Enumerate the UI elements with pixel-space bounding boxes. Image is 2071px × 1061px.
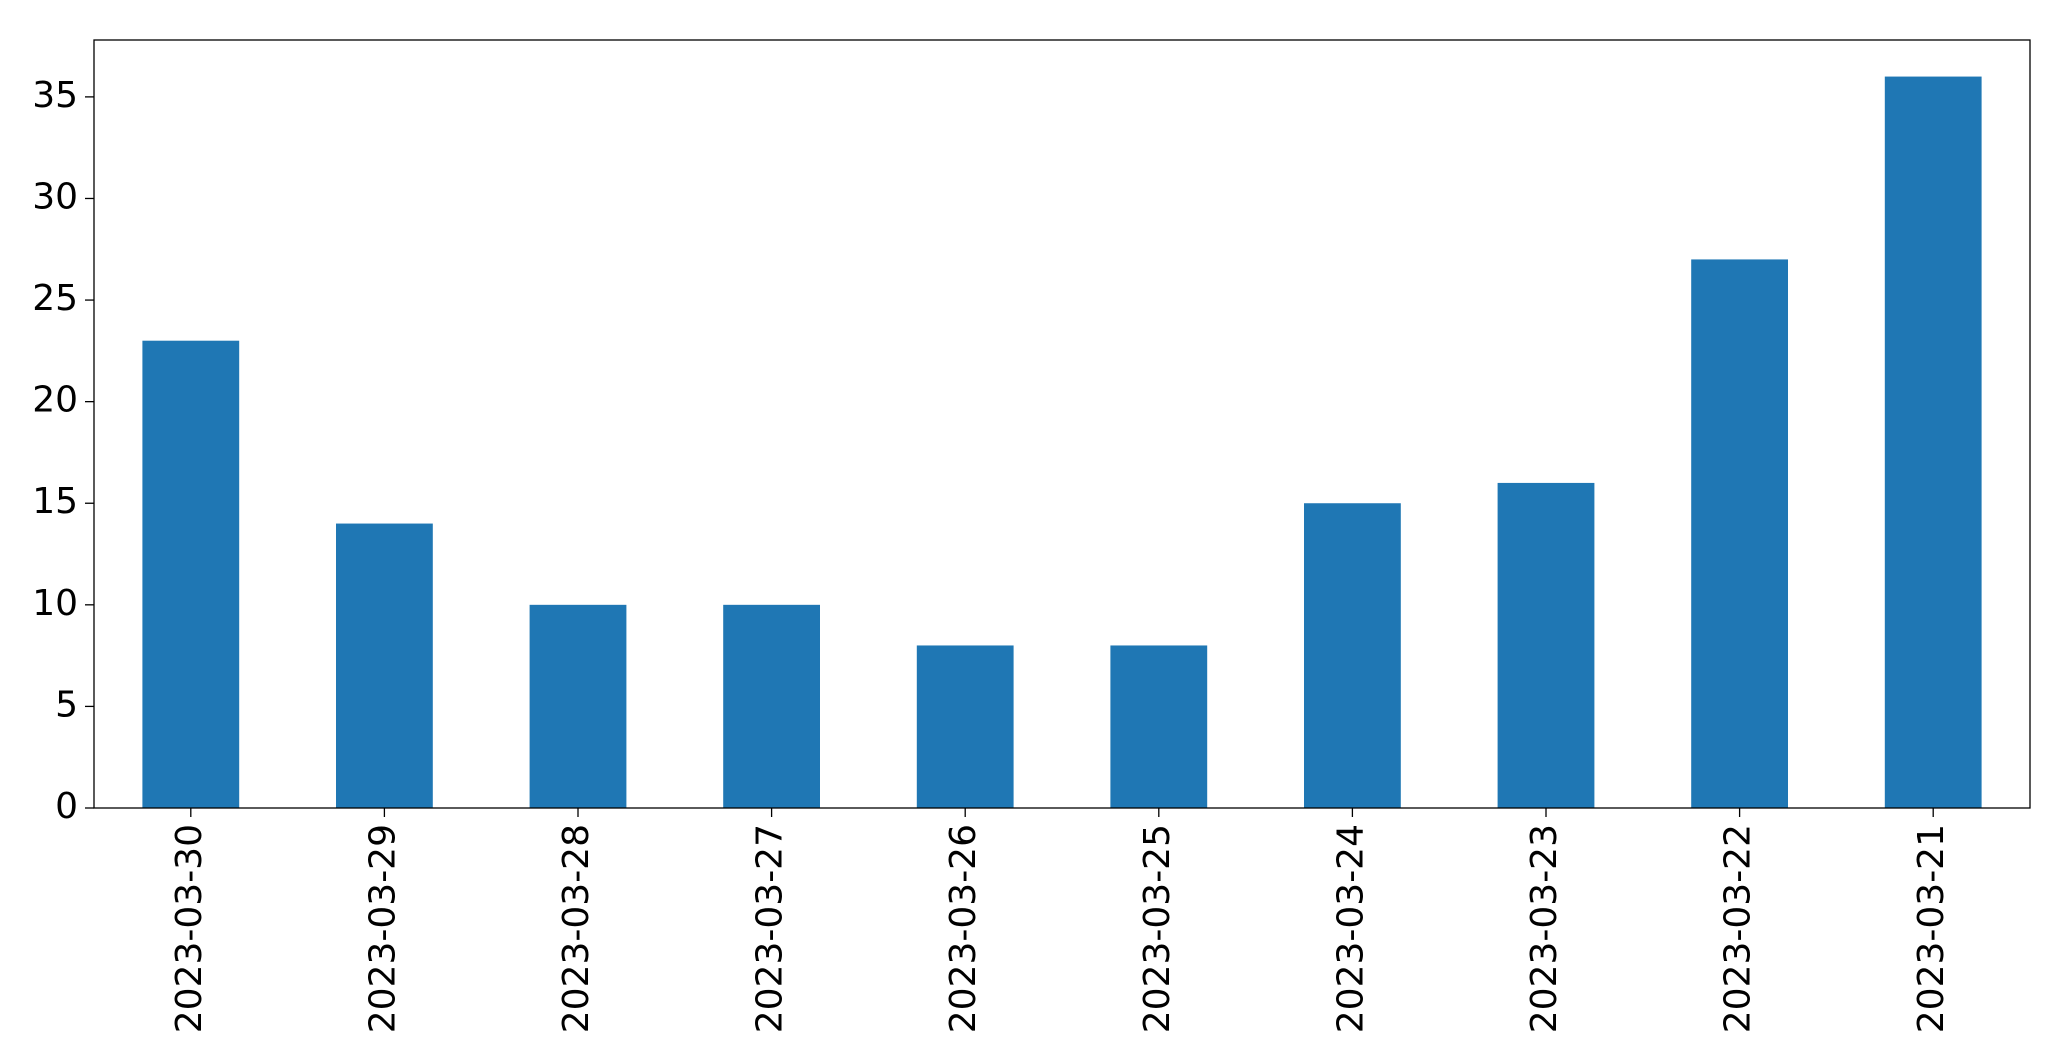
bar <box>1110 645 1208 808</box>
bar <box>723 604 820 808</box>
bar <box>1304 503 1401 808</box>
x-tick-label: 2023-03-22 <box>1718 824 1759 1033</box>
x-tick-label: 2023-03-29 <box>362 824 403 1033</box>
x-tick-label: 2023-03-21 <box>1911 824 1952 1033</box>
y-tick-label: 0 <box>55 786 78 827</box>
x-tick-label: 2023-03-24 <box>1330 824 1371 1033</box>
bar <box>142 340 240 808</box>
y-tick-label: 10 <box>32 583 78 624</box>
bar <box>1884 76 1982 809</box>
bar <box>529 604 627 808</box>
x-tick-label: 2023-03-27 <box>750 824 791 1033</box>
y-tick-label: 30 <box>32 176 78 217</box>
y-tick-label: 25 <box>32 278 78 319</box>
bar <box>1497 482 1595 808</box>
x-tick-label: 2023-03-23 <box>1524 824 1565 1033</box>
axes-frame <box>93 39 2031 809</box>
bar <box>1691 259 1788 808</box>
bar <box>336 523 433 808</box>
y-tick-label: 20 <box>32 380 78 421</box>
x-tick-label: 2023-03-25 <box>1137 824 1178 1033</box>
x-tick-label: 2023-03-26 <box>943 824 984 1033</box>
bar <box>916 645 1014 808</box>
x-tick-label: 2023-03-28 <box>556 824 597 1033</box>
y-tick-label: 35 <box>32 75 78 116</box>
y-tick-label: 5 <box>55 684 78 725</box>
y-tick-label: 15 <box>32 481 78 522</box>
x-tick-label: 2023-03-30 <box>169 824 210 1033</box>
